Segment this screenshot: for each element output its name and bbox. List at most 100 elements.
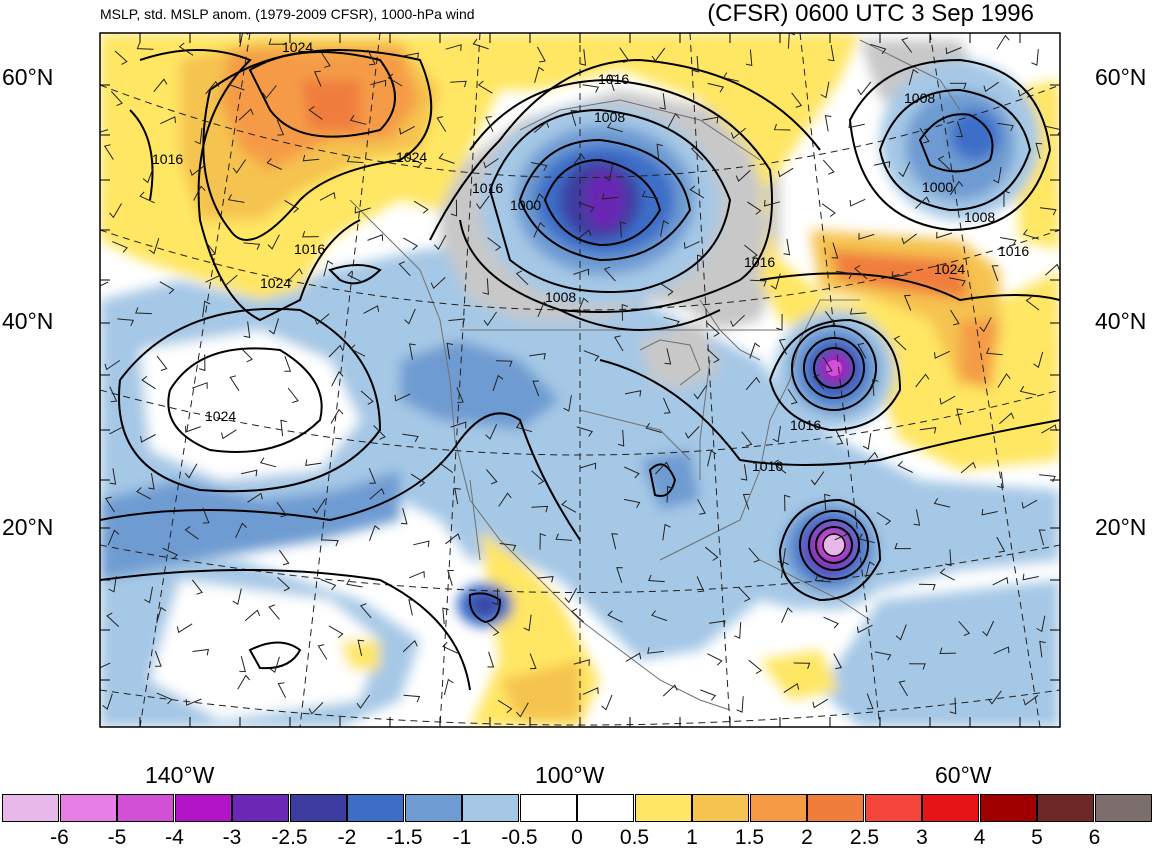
wind-barb [1018, 87, 1034, 97]
wind-barb [515, 422, 533, 433]
wind-barb [992, 166, 1002, 184]
wind-barb [330, 408, 344, 424]
wind-barb [573, 659, 590, 666]
colorbar-swatch [289, 794, 347, 822]
wind-barb [537, 301, 549, 317]
colorbar-swatch [232, 794, 289, 822]
wind-barb [918, 583, 936, 591]
wind-barb [934, 350, 950, 359]
wind-barb [539, 532, 547, 550]
wind-barb [696, 576, 705, 593]
wind-barb [555, 533, 573, 541]
wind-barb [744, 244, 758, 259]
wind-barb [135, 307, 152, 315]
colorbar-label: -6 [50, 826, 69, 849]
wind-barb [793, 662, 811, 669]
colorbar-label: -2.5 [271, 826, 308, 849]
wind-barb [105, 496, 115, 513]
wind-barb [607, 610, 623, 623]
wind-barb [328, 344, 344, 358]
wind-barb [148, 238, 160, 255]
isobar-label: 1008 [964, 209, 995, 225]
wind-barb [403, 694, 421, 703]
wind-barb [776, 313, 783, 331]
wind-barb [787, 388, 798, 405]
map-frame [99, 32, 1061, 728]
wind-barb [662, 523, 671, 541]
wind-barb [1036, 615, 1046, 633]
wind-barb [178, 42, 194, 56]
colorbar-label: -1 [452, 826, 472, 849]
wind-barb [1041, 424, 1057, 434]
wind-barb [563, 395, 572, 412]
wind-barb [184, 463, 198, 479]
wind-barb [144, 586, 153, 604]
wind-barb [949, 180, 964, 196]
isobar-label: 1016 [598, 71, 629, 87]
wind-barb [824, 311, 836, 327]
wind-barb [408, 343, 416, 360]
wind-barb [357, 639, 365, 657]
wind-barb [849, 198, 866, 207]
wind-barb [835, 270, 853, 280]
wind-barb [439, 459, 454, 474]
wind-barb [319, 192, 336, 201]
wind-barb [608, 75, 615, 92]
wind-barb [614, 335, 624, 352]
wind-barb [655, 461, 670, 475]
colorbar-label: 1.5 [734, 826, 765, 849]
wind-barb [1019, 385, 1037, 396]
wind-barb [532, 193, 544, 209]
wind-barb [498, 492, 512, 507]
wind-barb [176, 623, 193, 634]
storm-core-south [822, 533, 846, 557]
wind-barb [160, 116, 176, 125]
wind-barb [1022, 573, 1039, 581]
wind-barb [814, 574, 832, 583]
wind-barb [156, 606, 167, 624]
wind-barb [162, 547, 179, 560]
wind-barb [1045, 125, 1060, 136]
wind-barb [487, 651, 495, 668]
wind-barb [442, 641, 458, 654]
wind-barb [856, 624, 873, 634]
wind-barb [812, 698, 829, 709]
wind-barb [611, 533, 619, 550]
wind-barb [269, 656, 280, 674]
wind-barb [402, 52, 419, 60]
colorbar-swatch [979, 794, 1037, 822]
wind-barb [736, 696, 744, 713]
colorbar-label: 5 [1031, 826, 1043, 849]
wind-barb [601, 694, 613, 711]
wind-barb [232, 159, 247, 174]
wind-barb [222, 274, 238, 287]
wind-barb [865, 561, 875, 578]
colorbar-label: 4 [973, 826, 986, 849]
wind-barb [702, 116, 719, 124]
wind-barb [909, 663, 926, 670]
wind-barb [985, 347, 1003, 356]
colorbar-label: 1 [686, 826, 698, 849]
wind-barb [903, 294, 912, 311]
wind-barb [267, 234, 280, 250]
wind-barb [583, 350, 600, 362]
wind-barb [1000, 237, 1017, 246]
wind-barb [783, 682, 800, 694]
wind-barb [619, 221, 627, 239]
wind-barb [276, 119, 285, 136]
wind-barb [302, 154, 320, 162]
isobars [100, 49, 1060, 691]
wind-barb [349, 115, 367, 125]
isobar-label: 1016 [152, 151, 183, 167]
colorbar-swatch [2, 794, 59, 822]
colorbar-swatch [749, 794, 807, 822]
wind-barb [781, 561, 789, 578]
isobar-label: 1008 [904, 90, 935, 106]
wind-barb [153, 78, 168, 93]
axis-ticks [100, 33, 1060, 727]
wind-barb [491, 588, 499, 606]
wind-barb [958, 620, 971, 637]
wind-barb [287, 387, 299, 404]
wind-barb [320, 578, 337, 591]
wind-barb [323, 260, 334, 277]
